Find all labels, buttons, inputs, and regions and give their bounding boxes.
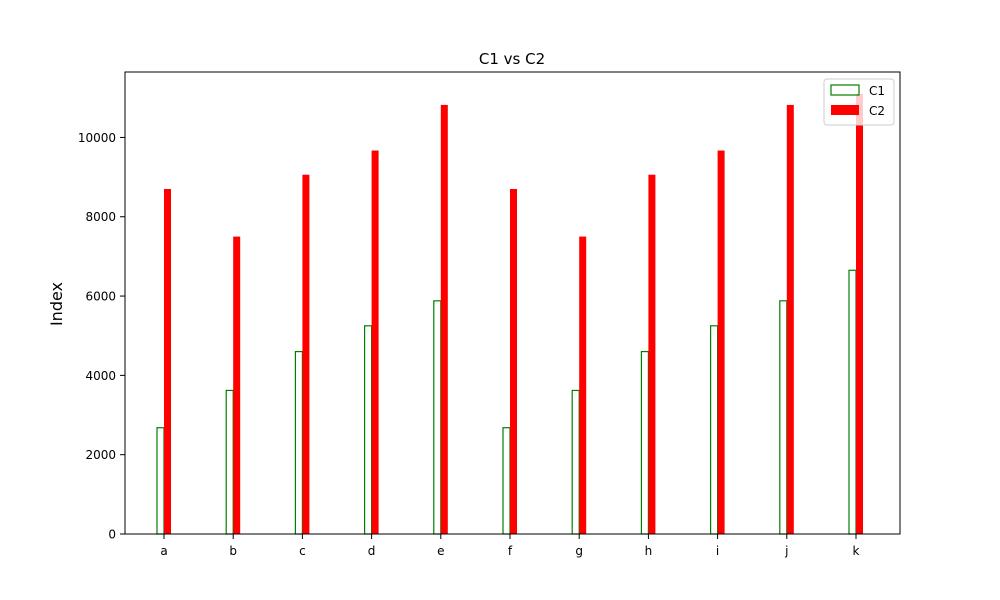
bar-c2-c <box>302 174 310 534</box>
bar-c2-k <box>856 93 863 534</box>
x-tick-label: i <box>716 544 719 558</box>
axes-layer: 0 2000 4000 6000 8000 10000 a b c d e f g h i j k <box>78 71 901 558</box>
bar-c2-d <box>371 150 379 534</box>
x-tick-label: e <box>437 544 444 558</box>
x-tick-label: d <box>368 544 376 558</box>
y-tick-label: 8000 <box>85 210 116 224</box>
bar-c1-e <box>433 300 442 535</box>
bar-c1-d <box>364 325 373 535</box>
bar-c2-b <box>233 236 241 534</box>
legend-label-c2: C2 <box>869 104 885 118</box>
bar-c1-i <box>709 325 719 535</box>
bar-c2-a <box>164 188 171 534</box>
bars-layer <box>156 93 863 535</box>
legend-swatch-c2 <box>831 105 859 115</box>
legend-label-c1: C1 <box>869 84 885 98</box>
x-tick-label: j <box>784 544 788 558</box>
bar-c2-e <box>440 104 448 534</box>
bar-c2-f <box>510 188 517 534</box>
y-tick-label: 4000 <box>85 369 116 383</box>
bar-c1-b <box>225 389 234 535</box>
bar-c1-j <box>779 300 788 535</box>
bar-c2-i <box>717 150 725 534</box>
y-tick-label: 6000 <box>85 290 116 304</box>
x-tick-label: g <box>575 544 583 558</box>
legend-swatch-c1 <box>830 84 860 96</box>
chart-title: C1 vs C2 <box>479 50 545 68</box>
x-tick-label: a <box>160 544 167 558</box>
bar-c2-j <box>786 104 794 534</box>
bar-c1-a <box>156 427 165 535</box>
bar-c1-h <box>640 350 650 535</box>
y-tick-label: 2000 <box>85 448 116 462</box>
bar-c2-g <box>579 236 587 534</box>
bar-c2-h <box>648 174 656 534</box>
x-tick-label: h <box>645 544 653 558</box>
bar-c1-c <box>294 350 303 535</box>
bar-c1-k <box>848 269 857 535</box>
bar-c1-f <box>502 427 511 535</box>
y-tick-label: 10000 <box>78 131 116 145</box>
x-tick-label: b <box>229 544 237 558</box>
x-tick-label: k <box>853 544 860 558</box>
y-axis-label: Index <box>47 282 66 326</box>
y-tick-label: 0 <box>108 528 116 542</box>
bar-c1-g <box>571 389 580 535</box>
x-tick-label: f <box>508 544 513 558</box>
x-tick-label: c <box>299 544 306 558</box>
plot-frame <box>124 71 901 535</box>
